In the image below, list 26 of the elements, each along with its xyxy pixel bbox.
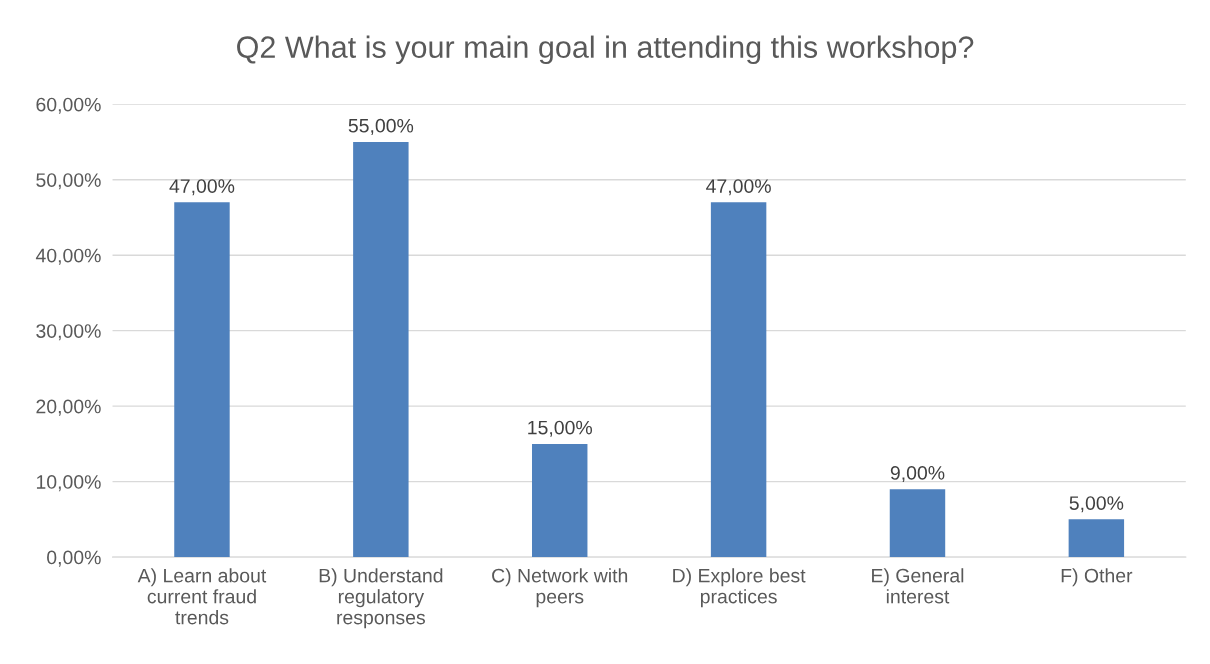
data-label: 47,00% bbox=[706, 179, 771, 196]
bar bbox=[1068, 519, 1125, 558]
bar bbox=[353, 141, 409, 558]
bar bbox=[174, 202, 230, 558]
x-tick-label: D) Explore best practices bbox=[673, 568, 806, 608]
y-tick-label: 30,00% bbox=[36, 324, 101, 341]
bar bbox=[889, 489, 946, 558]
data-label: 9,00% bbox=[890, 466, 945, 483]
data-label: 47,00% bbox=[169, 179, 235, 196]
data-label: 5,00% bbox=[1069, 496, 1124, 513]
data-label: 15,00% bbox=[528, 420, 593, 437]
y-tick-label: 40,00% bbox=[35, 248, 101, 265]
x-tick-label: E) General interest bbox=[872, 568, 964, 604]
y-tick-label: 10,00% bbox=[36, 475, 101, 492]
y-tick-label: 60,00% bbox=[36, 97, 101, 114]
data-label: 55,00% bbox=[348, 118, 414, 135]
bar bbox=[532, 443, 588, 558]
chart-title: Q2 What is your main goal in attending this workshop? bbox=[237, 35, 974, 65]
bar bbox=[710, 202, 767, 558]
x-tick-label: A) Learn about current fraud trends bbox=[137, 568, 267, 625]
y-tick-label: 50,00% bbox=[36, 173, 101, 190]
x-tick-label: C) Network with peers bbox=[492, 568, 628, 608]
x-tick-label: B) Understand regulatory responses bbox=[319, 568, 443, 629]
x-tick-label: F) Other bbox=[1061, 568, 1133, 587]
y-tick-label: 0,00% bbox=[47, 550, 101, 567]
y-tick-label: 20,00% bbox=[36, 399, 101, 416]
